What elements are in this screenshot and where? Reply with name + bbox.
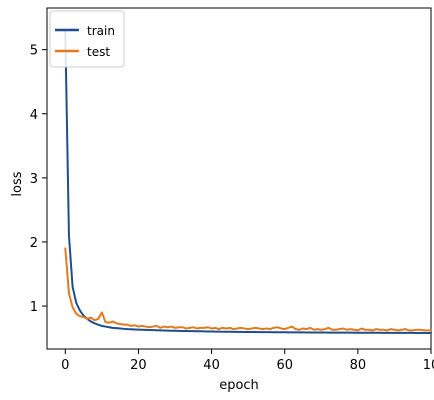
y-tick-label: 5 <box>30 44 38 59</box>
x-tick-label: 20 <box>130 358 147 373</box>
x-axis-label: epoch <box>219 378 259 393</box>
series-lines <box>64 29 432 334</box>
y-tick-label: 1 <box>30 300 38 315</box>
series-line-test <box>64 247 432 332</box>
x-tick-label: 0 <box>61 358 69 373</box>
legend-label-train: train <box>87 24 115 38</box>
legend-label-test: test <box>87 45 110 59</box>
x-axis-ticks: 0 20 40 60 80 10 <box>61 349 434 373</box>
x-tick-label: 80 <box>350 358 367 373</box>
series-line-train <box>64 29 432 334</box>
legend-box <box>49 10 125 68</box>
y-tick-label: 3 <box>30 172 38 187</box>
y-axis-ticks: 1 2 3 4 5 <box>30 44 47 315</box>
y-axis-label: loss <box>10 171 25 196</box>
legend: train test <box>49 10 125 68</box>
y-tick-label: 4 <box>30 108 38 123</box>
y-tick-label: 2 <box>30 236 38 251</box>
x-tick-label: 60 <box>276 358 293 373</box>
x-tick-label: 10 <box>423 358 434 373</box>
x-tick-label: 40 <box>203 358 220 373</box>
plot-frame <box>46 7 432 350</box>
